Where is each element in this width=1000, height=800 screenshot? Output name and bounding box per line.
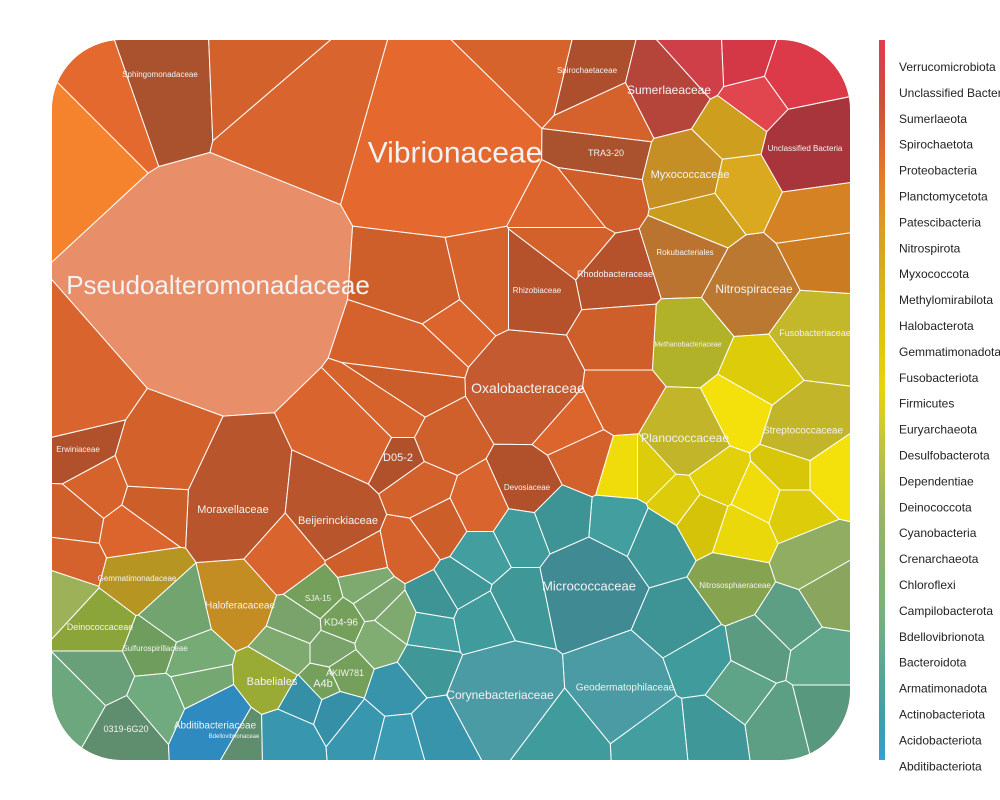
cell-label: Abditibacteriaceae [174, 721, 257, 732]
legend-entry: Halobacterota [899, 319, 974, 333]
cell-actinobacteriota-66 [609, 695, 690, 760]
cell-campilobacterota-94 [137, 562, 212, 643]
cell-label: Erwiniaceae [56, 445, 100, 454]
cell-label: Nitrospiraceae [715, 282, 793, 296]
cell-label: Pseudoalteromonadaceae [66, 270, 370, 300]
cell-label: Haloferacaceae [205, 601, 275, 612]
legend-entry: Verrucomicrobiota [899, 60, 996, 74]
cell-label: D05-2 [383, 452, 413, 464]
legend-entry: Fusobacteriota [899, 371, 979, 385]
cell-actinobacteriota-78 [502, 687, 613, 760]
legend-entry: Proteobacteria [899, 164, 977, 178]
cell-label: Beijerinckiaceae [298, 515, 378, 527]
cell-proteobacteria-2 [52, 40, 160, 174]
legend-entry: Crenarchaeota [899, 552, 979, 566]
cell-patescibacteria-42 [763, 180, 850, 244]
legend-entry: Acidobacteriota [899, 733, 982, 747]
cell-label: Rhodobacteraceae [577, 269, 653, 279]
cell-label: Planococcaceae [641, 431, 729, 445]
cell-label: Streptococcaceae [763, 426, 843, 437]
cell-label: Sulfurospirillaceae [122, 644, 188, 653]
cell-label: SJA-15 [305, 594, 332, 603]
cell-unclassified bacteria-38 [717, 75, 789, 133]
legend-entry: Cyanobacteria [899, 526, 977, 540]
legend-entry: Dependentiae [899, 474, 974, 488]
cell-label: Fusobacteriaceae [779, 328, 851, 338]
legend-entry: Sumerlaeota [899, 112, 967, 126]
legend-color-bar [879, 40, 885, 760]
cell-label: KD4-96 [324, 618, 358, 629]
cell-chloroflexi-91 [309, 629, 357, 668]
legend-entry: Campilobacterota [899, 604, 993, 618]
cell-proteobacteria-32 [566, 303, 657, 371]
legend-entry: Desulfobacterota [899, 449, 990, 463]
cell-label: Corynebacteriaceae [446, 688, 554, 702]
legend-entry: Bacteroidota [899, 656, 967, 670]
cell-label: 0319-6G20 [103, 724, 148, 734]
legend-entry: Deinococcota [899, 500, 972, 514]
cell-label: Sumerlaeaceae [627, 83, 711, 97]
cell-chloroflexi-92 [337, 567, 395, 605]
cell-acidobacteriota-83 [410, 694, 488, 760]
cell-label: Sphingomonadaceae [122, 70, 198, 79]
legend-entry: Nitrospirota [899, 241, 961, 255]
cell-deinococcota-99 [52, 566, 100, 650]
cell-label: Rhizobiaceae [513, 286, 562, 295]
cell-label: Oxalobacteraceae [471, 380, 585, 396]
cell-proteobacteria-29 [52, 269, 148, 441]
cell-label: Spirochaetaceae [557, 66, 618, 75]
legend-entry: Euryarchaeota [899, 423, 977, 437]
cell-label: Myxococcaceae [651, 169, 730, 181]
cell-chloroflexi-90 [374, 589, 417, 646]
cell-proteobacteria-33 [531, 386, 605, 456]
cell-label: Gemmatimonadaceae [98, 574, 177, 583]
cell-proteobacteria-5 [541, 82, 655, 143]
cell-proteobacteria-16 [274, 366, 392, 485]
legend-entry: Planctomycetota [899, 190, 988, 204]
legend-entry: Unclassified Bacteria [899, 86, 1000, 100]
cell-firmicutes-52 [809, 426, 850, 525]
cell-planctomycetota-3 [52, 64, 149, 271]
treemap-cells [52, 40, 850, 760]
legend: Verrucomicrobiota Unclassified Bacteria Su… [879, 40, 1000, 773]
cell-label: Unclassified Bacteria [768, 144, 843, 153]
cell-label: TRA3-20 [588, 148, 624, 158]
cell-label: Vibrionaceae [368, 137, 543, 170]
cell-actinobacteriota-68 [588, 494, 649, 557]
cell-label: Nitrososphaeraceae [699, 581, 771, 590]
cell-label: Micrococcaceae [542, 579, 636, 594]
legend-entry: Actinobacteriota [899, 708, 985, 722]
treemap-labels: Vibrionaceae Pseudoalteromonadaceae Oxalob… [56, 66, 851, 740]
cell-actinobacteriota-77 [489, 567, 557, 650]
cell-actinobacteriota-65 [681, 694, 752, 760]
legend-entry: Chloroflexi [899, 578, 956, 592]
legend-entry: Spirochaetota [899, 138, 973, 152]
legend-entry: Myxococcota [899, 267, 969, 281]
cell-myxococcota-41 [647, 192, 747, 249]
cell-label: Moraxellaceae [197, 504, 269, 516]
cell-label: Bdellovibrionaceae [209, 734, 260, 740]
legend-entry: Firmicutes [899, 397, 954, 411]
cell-label: Devosiaceae [504, 483, 551, 492]
legend-entry: Bdellovibrionota [899, 630, 985, 644]
legend-entry: Patescibacteria [899, 215, 981, 229]
legend-entry: Abditibacteriota [899, 759, 982, 773]
cell-patescibacteria-43 [775, 230, 850, 295]
cell-label: Deinococcaceae [67, 622, 134, 632]
cell-label: Methanobacteriaceae [654, 341, 721, 348]
legend-entry: Methylomirabilota [899, 293, 993, 307]
cell-label: Rokubacteriales [656, 248, 713, 257]
cell-proteobacteria-1 [209, 40, 391, 206]
cell-acidobacteriota-85 [277, 674, 323, 725]
cell-bdellovibrionota-98 [126, 672, 186, 745]
legend-entry: Armatimonadota [899, 682, 987, 696]
cell-label: Geodermatophilaceae [576, 683, 675, 694]
cell-label: AKIW781 [326, 668, 364, 678]
legend-entry: Gemmatimonadota [899, 345, 1000, 359]
cell-label: Babeliales [247, 676, 298, 688]
cell-label: A4b [313, 678, 333, 690]
